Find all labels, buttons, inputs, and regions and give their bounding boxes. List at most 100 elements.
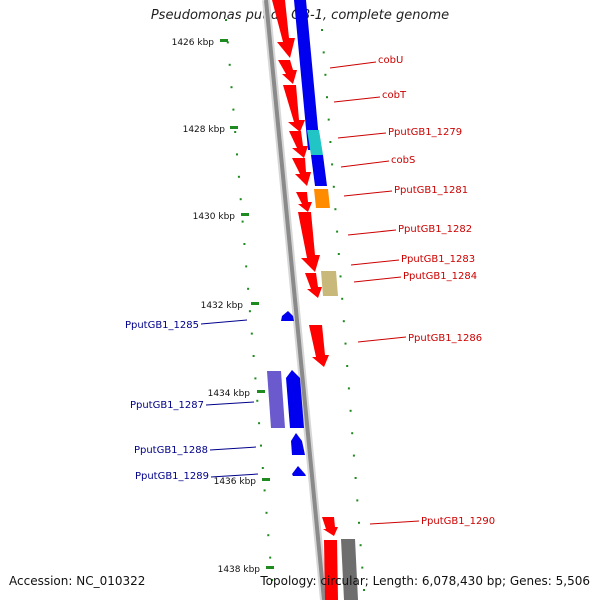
gene-label-cobS[interactable]: cobS xyxy=(391,155,415,166)
scale-label: 1434 kbp xyxy=(208,389,251,399)
gene-feature-blue[interactable] xyxy=(292,466,306,476)
scale-tick xyxy=(220,39,228,42)
gene-label-cobT[interactable]: cobT xyxy=(382,90,407,101)
gene-feature-red[interactable] xyxy=(289,131,308,158)
gene-feature-red[interactable] xyxy=(296,192,312,212)
gene-label-PputGB1_1279[interactable]: PputGB1_1279 xyxy=(388,127,462,138)
guide-dot xyxy=(341,297,344,300)
gene-feature-blue[interactable] xyxy=(281,311,294,321)
gene-feature-red[interactable] xyxy=(298,212,320,272)
guide-dot xyxy=(354,477,357,479)
gene-feature-gray[interactable] xyxy=(341,539,358,600)
guide-dot xyxy=(349,409,352,412)
guide-dot xyxy=(232,108,235,111)
gene-label-PputGB1_1287[interactable]: PputGB1_1287 xyxy=(130,400,204,411)
gene-feature-cyan[interactable] xyxy=(307,130,323,155)
guide-dot xyxy=(237,175,240,178)
guide-dot xyxy=(339,275,342,278)
gene-feature-blue[interactable] xyxy=(294,0,320,150)
guide-dot xyxy=(243,243,246,245)
scale-tick xyxy=(230,126,238,129)
leader-line xyxy=(333,96,381,103)
leader-line xyxy=(347,229,397,236)
leader-line xyxy=(200,319,248,325)
guide-dot xyxy=(332,185,335,188)
gene-feature-purple[interactable] xyxy=(267,371,285,428)
gene-feature-orange[interactable] xyxy=(314,189,330,208)
guide-dot xyxy=(359,544,362,547)
backbone xyxy=(262,0,328,600)
scale-tick xyxy=(266,566,274,569)
guide-dot xyxy=(245,265,248,268)
guide-dot xyxy=(346,365,349,367)
guide-dot xyxy=(250,332,253,335)
guide-dot xyxy=(261,467,264,469)
guide-dot xyxy=(228,63,231,66)
guide-dot xyxy=(351,432,354,435)
gene-label-PputGB1_1283[interactable]: PputGB1_1283 xyxy=(401,254,475,265)
gene-label-PputGB1_1281[interactable]: PputGB1_1281 xyxy=(394,185,468,196)
scale-tick xyxy=(257,390,265,393)
gene-feature-blue[interactable] xyxy=(311,155,327,186)
scale-tick xyxy=(251,302,259,305)
forward-leaders xyxy=(329,61,420,525)
guide-dot xyxy=(254,377,257,380)
guide-dot xyxy=(263,489,266,492)
guide-dot xyxy=(329,141,332,143)
gene-label-PputGB1_1286[interactable]: PputGB1_1286 xyxy=(408,333,482,344)
guide-dot xyxy=(236,153,238,156)
guide-dot xyxy=(337,253,340,255)
scale-label: 1430 kbp xyxy=(193,212,236,222)
leader-line xyxy=(343,190,393,197)
gene-label-PputGB1_1285[interactable]: PputGB1_1285 xyxy=(125,320,199,331)
gene-feature-blue[interactable] xyxy=(286,370,304,428)
gene-label-PputGB1_1290[interactable]: PputGB1_1290 xyxy=(421,516,495,527)
accession-text: Accession: NC_010322 xyxy=(9,574,146,588)
gene-feature-red[interactable] xyxy=(278,60,297,84)
guide-dot xyxy=(331,163,334,166)
scale-label: 1438 kbp xyxy=(218,565,261,575)
forward-genes xyxy=(272,0,358,600)
gene-feature-red[interactable] xyxy=(322,517,338,536)
guide-dot xyxy=(361,566,364,569)
gene-feature-red[interactable] xyxy=(283,85,305,132)
gene-feature-khaki[interactable] xyxy=(321,271,338,296)
gene-feature-red[interactable] xyxy=(309,325,329,367)
gene-feature-red[interactable] xyxy=(272,0,295,58)
guide-dot xyxy=(321,29,323,31)
gene-label-PputGB1_1289[interactable]: PputGB1_1289 xyxy=(135,471,209,482)
gene-feature-red[interactable] xyxy=(292,158,311,186)
reverse-genes xyxy=(267,311,306,476)
guide-dot xyxy=(271,579,273,581)
leader-line xyxy=(209,446,257,451)
leader-line xyxy=(353,276,402,283)
guide-dot xyxy=(327,118,330,121)
guide-dot xyxy=(269,556,272,559)
gene-label-PputGB1_1284[interactable]: PputGB1_1284 xyxy=(403,271,477,282)
guide-dot xyxy=(352,454,355,457)
gene-label-PputGB1_1282[interactable]: PputGB1_1282 xyxy=(398,224,472,235)
guide-dot xyxy=(265,511,268,514)
scale-label: 1426 kbp xyxy=(172,38,215,48)
gene-feature-red[interactable] xyxy=(305,273,322,298)
leader-line xyxy=(205,401,255,406)
gene-label-PputGB1_1288[interactable]: PputGB1_1288 xyxy=(134,445,208,456)
gene-feature-blue[interactable] xyxy=(291,433,305,455)
scale-label: 1436 kbp xyxy=(214,477,257,487)
guide-dot xyxy=(239,198,242,201)
scale-ticks: 1426 kbp 1428 kbp 1430 kbp 1432 kbp 1434… xyxy=(172,38,274,575)
guide-dot xyxy=(258,422,261,425)
gene-label-cobU[interactable]: cobU xyxy=(378,55,403,66)
genome-summary-text: Topology: circular; Length: 6,078,430 bp… xyxy=(260,574,590,588)
leader-line xyxy=(369,520,420,525)
guide-dot xyxy=(356,499,359,502)
gene-labels: cobU cobT PputGB1_1279 cobS PputGB1_1281… xyxy=(125,55,495,527)
gene-feature-red[interactable] xyxy=(324,540,338,600)
leader-line xyxy=(210,473,259,478)
scale-label: 1432 kbp xyxy=(201,301,244,311)
guide-dot xyxy=(256,399,259,402)
leader-line xyxy=(357,336,407,343)
guide-dot xyxy=(267,534,270,537)
